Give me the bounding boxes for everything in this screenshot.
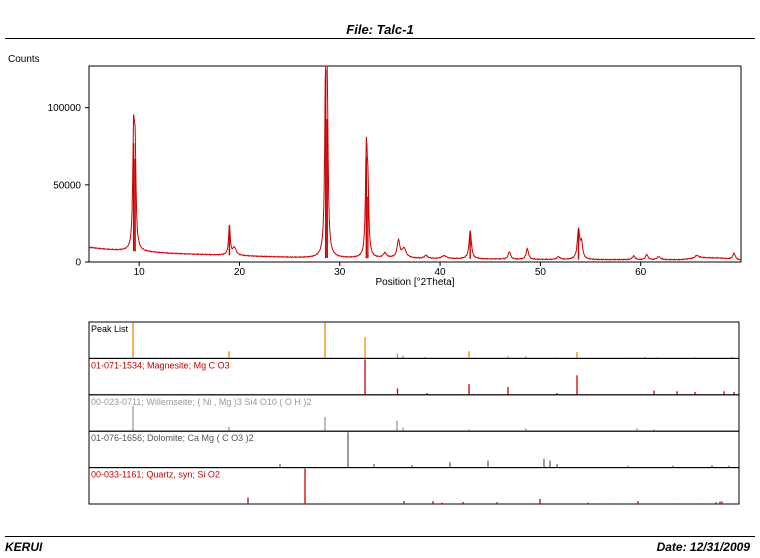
footer-rule: [5, 536, 755, 537]
footer-company: KERUI: [5, 540, 43, 554]
y-tick-label: 100000: [48, 103, 82, 114]
x-tick-label: 50: [535, 267, 547, 278]
y-tick-label: 0: [75, 258, 81, 269]
x-tick-label: 40: [435, 267, 447, 278]
ref-panel-label: 01-071-1534; Magnesite; Mg C O3: [91, 360, 230, 370]
x-tick-label: 30: [334, 267, 346, 278]
x-tick-label: 20: [234, 267, 246, 278]
x-tick-label: 60: [635, 267, 647, 278]
footer-date: Date: 12/31/2009: [656, 540, 750, 554]
y-axis-label: Counts: [8, 54, 40, 65]
y-tick-label: 50000: [53, 180, 81, 191]
ref-panel: [88, 467, 740, 505]
ref-panel: [88, 321, 740, 359]
ref-panel-label: 00-023-0711; Willemseite; ( Ni , Mg )3 S…: [91, 397, 311, 407]
x-axis-label: Position [°2Theta]: [375, 277, 454, 288]
ref-panel-label: 01-076-1656; Dolomite; Ca Mg ( C O3 )2: [91, 433, 254, 443]
ref-panel-label: Peak List: [91, 324, 129, 334]
file-title: File: Talc-1: [346, 22, 414, 37]
ref-panel-label: 00-033-1161; Quartz, syn; Si O2: [91, 470, 220, 480]
header-rule: [5, 38, 755, 39]
plot-frame: [88, 65, 742, 263]
x-tick-label: 10: [134, 267, 146, 278]
pattern-line: [88, 65, 742, 261]
